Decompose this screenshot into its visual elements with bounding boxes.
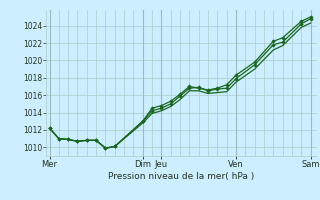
X-axis label: Pression niveau de la mer( hPa ): Pression niveau de la mer( hPa ) [108, 172, 255, 181]
